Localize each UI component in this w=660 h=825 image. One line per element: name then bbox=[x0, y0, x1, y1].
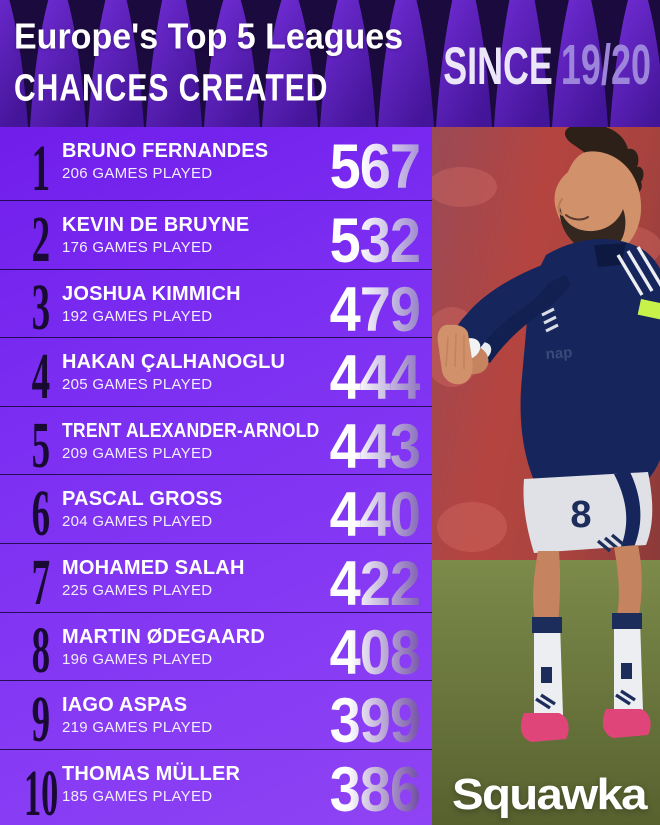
svg-text:nap: nap bbox=[545, 344, 573, 363]
svg-text:8: 8 bbox=[570, 494, 591, 536]
